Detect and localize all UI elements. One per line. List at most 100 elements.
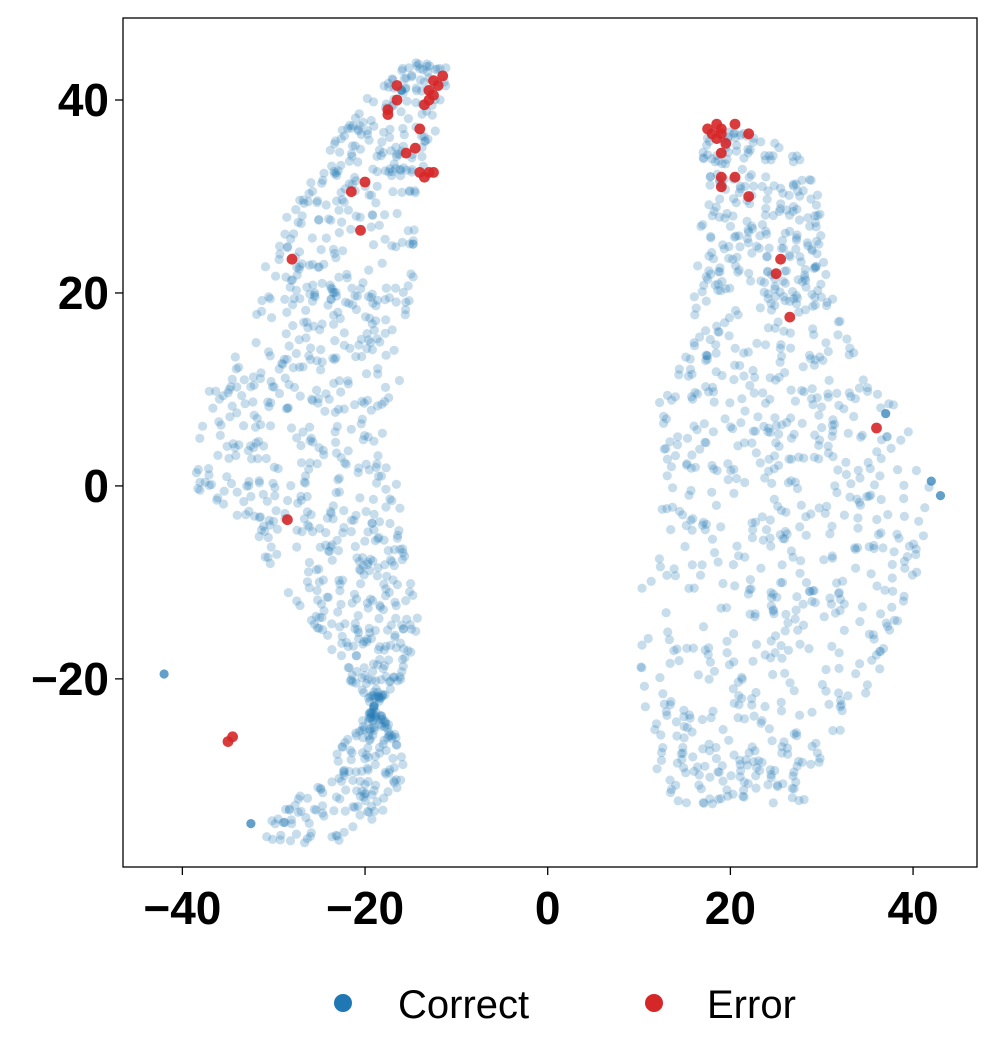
point-correct-103	[252, 413, 262, 423]
point-correct-1423	[773, 781, 783, 792]
point-correct-1813	[888, 400, 899, 410]
point-correct-1800	[757, 757, 767, 768]
point-correct-544	[327, 645, 337, 655]
point-correct-1823	[659, 699, 670, 709]
point-correct-922	[371, 316, 381, 326]
point-correct-1074	[674, 506, 685, 516]
point-correct-1118	[808, 586, 818, 596]
point-correct-1295	[819, 555, 829, 565]
point-correct-1750	[911, 465, 922, 476]
point-correct-730	[430, 64, 441, 75]
point-correct-1493	[804, 175, 815, 185]
point-correct-910	[291, 829, 301, 839]
point-correct-1343	[884, 399, 894, 409]
point-correct-1790	[672, 440, 683, 450]
point-correct-860	[244, 481, 254, 491]
point-correct-1311	[769, 181, 779, 191]
point-correct-1108	[807, 246, 817, 256]
point-correct-1472	[748, 224, 758, 234]
point-correct-1585	[778, 276, 788, 286]
point-correct-1413	[865, 464, 875, 474]
point-correct-829	[304, 464, 314, 474]
point-correct-454	[347, 283, 357, 293]
point-correct-308	[268, 478, 278, 488]
point-correct-313	[374, 692, 384, 702]
point-correct-960	[366, 554, 376, 564]
point-correct-1127	[679, 733, 689, 743]
point-correct-1084	[698, 744, 708, 754]
point-correct-1704	[788, 771, 798, 781]
point-correct-1649	[803, 213, 813, 223]
point-correct-1392	[744, 585, 755, 595]
point-correct-1238	[665, 775, 675, 785]
point-correct-1567	[673, 432, 683, 442]
point-correct-1522	[731, 261, 741, 271]
point-correct-1016	[670, 451, 681, 461]
point-correct-387	[331, 253, 341, 263]
point-correct-832	[368, 691, 378, 701]
point-correct-435	[315, 523, 325, 534]
point-correct-34	[336, 599, 346, 610]
point-correct-771	[384, 393, 394, 403]
point-correct-185	[381, 484, 391, 494]
point-correct-933	[316, 783, 326, 793]
point-correct-400	[387, 325, 397, 335]
point-correct-149	[293, 217, 303, 227]
point-correct-1209	[759, 277, 770, 288]
point-correct-49	[399, 130, 409, 140]
point-correct-1248	[673, 796, 683, 806]
point-correct-1802	[737, 672, 747, 683]
point-correct-225	[406, 269, 416, 279]
point-correct-1849	[713, 285, 723, 295]
point-correct-1764	[685, 364, 696, 374]
point-correct-514	[214, 394, 225, 404]
point-correct-325	[364, 265, 374, 275]
point-error-40	[770, 268, 782, 280]
point-correct-160	[334, 228, 344, 238]
point-correct-1825	[687, 525, 697, 535]
point-correct-1096	[808, 400, 818, 410]
point-correct-1310	[861, 688, 871, 698]
point-correct-1115	[768, 606, 778, 616]
point-correct-1010	[752, 338, 762, 348]
point-correct-998	[227, 401, 237, 411]
point-correct-615	[371, 462, 381, 472]
point-correct-764	[379, 535, 389, 545]
point-correct-1657	[662, 454, 673, 464]
point-correct-619	[348, 822, 358, 832]
point-correct-796	[284, 379, 294, 390]
point-correct-163	[369, 700, 379, 711]
point-correct-1284	[686, 463, 696, 473]
point-correct-5	[234, 440, 244, 450]
point-correct-315	[392, 580, 402, 590]
point-correct-1643	[720, 318, 730, 328]
point-correct-847	[391, 163, 401, 173]
point-correct-1573	[893, 465, 903, 475]
point-correct-1216	[674, 364, 684, 374]
point-correct-1214	[780, 668, 790, 679]
point-correct-830	[372, 151, 382, 161]
point-correct-645	[374, 742, 385, 753]
point-correct-523	[344, 766, 354, 777]
point-correct-770	[329, 354, 339, 365]
point-correct-704	[330, 336, 340, 346]
point-correct-1652	[678, 748, 688, 758]
point-correct-426	[341, 297, 351, 307]
point-correct-1680	[772, 592, 782, 602]
point-correct-119	[351, 176, 361, 186]
point-correct-132	[368, 210, 378, 220]
point-correct-1560	[730, 343, 740, 353]
point-correct-671	[360, 789, 370, 799]
point-correct-122	[332, 170, 342, 180]
point-correct-1036	[735, 242, 745, 252]
point-correct-208	[379, 81, 389, 91]
point-correct-1601	[687, 450, 697, 460]
point-correct-296	[331, 488, 341, 498]
point-correct-282	[370, 693, 380, 703]
point-correct-1148	[774, 206, 784, 217]
point-correct-218	[419, 131, 429, 142]
point-correct-18	[394, 375, 404, 386]
point-correct-1078	[827, 553, 838, 563]
point-correct-87	[371, 711, 381, 721]
point-correct-831	[356, 334, 366, 344]
